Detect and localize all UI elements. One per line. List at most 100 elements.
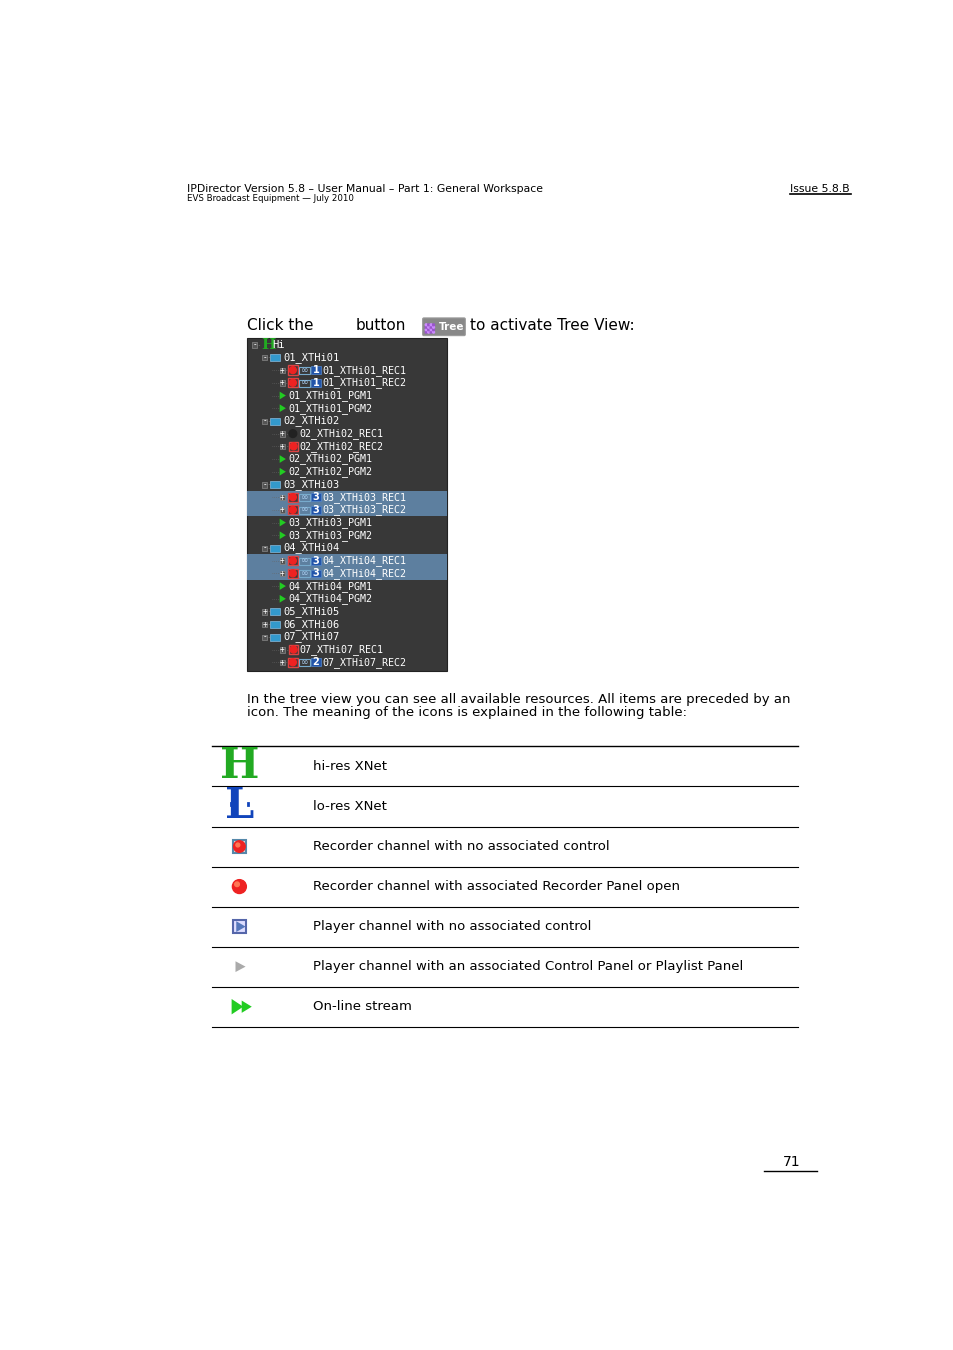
Circle shape [425,329,427,331]
Circle shape [235,842,239,846]
Text: button: button [355,317,406,332]
Bar [270,482,280,489]
Bar [233,840,246,853]
Text: 3: 3 [313,493,319,502]
Text: 03_XTHi03_REC1: 03_XTHi03_REC1 [322,491,406,502]
Circle shape [427,327,429,328]
Bar [311,556,320,564]
Bar [270,545,280,552]
Circle shape [425,331,427,333]
Bar [298,379,310,386]
Text: IPDirector Version 5.8 – User Manual – Part 1: General Workspace: IPDirector Version 5.8 – User Manual – P… [187,184,543,193]
Text: EVS Broadcast Equipment — July 2010: EVS Broadcast Equipment — July 2010 [187,194,354,204]
Bar [247,491,447,504]
Circle shape [427,331,429,333]
Text: H: H [219,745,259,787]
Bar [279,571,285,576]
Bar [298,570,310,578]
Circle shape [289,659,296,666]
Text: 03_XTHi03_PGM1: 03_XTHi03_PGM1 [288,517,372,528]
Circle shape [427,329,429,331]
Text: 1: 1 [313,364,319,375]
Circle shape [425,324,427,325]
Bar [270,418,280,425]
Text: Recorder channel with associated Recorder Panel open: Recorder channel with associated Recorde… [313,880,679,894]
Bar [270,633,280,641]
Bar [311,379,320,386]
Bar [247,338,447,671]
Bar [298,367,310,374]
Text: Recorder channel with no associated control: Recorder channel with no associated cont… [313,840,609,853]
Circle shape [289,494,296,501]
Text: Tree: Tree [438,321,463,332]
Text: +: + [262,620,267,629]
Text: 03_XTHi03_REC2: 03_XTHi03_REC2 [322,505,406,516]
Circle shape [233,880,246,894]
Bar [289,441,298,451]
Bar [261,482,267,487]
Text: ∞: ∞ [300,556,308,566]
Bar [288,505,297,514]
Text: Player channel with no associated control: Player channel with no associated contro… [313,921,591,933]
Text: 01_XTHi01_PGM1: 01_XTHi01_PGM1 [288,390,372,401]
Text: 02_XTHi02: 02_XTHi02 [283,416,339,427]
Bar [288,493,297,502]
Bar [288,366,297,375]
Text: icon. The meaning of the icons is explained in the following table:: icon. The meaning of the icons is explai… [247,706,686,718]
Text: Click the: Click the [247,317,314,332]
Text: 01_XTHi01: 01_XTHi01 [283,352,339,363]
Bar [270,354,280,362]
Circle shape [430,324,432,325]
Bar [311,570,320,578]
Circle shape [289,506,296,513]
Polygon shape [279,455,286,463]
Text: +: + [280,556,284,566]
Bar [279,495,285,501]
Bar [311,366,320,374]
Bar [311,659,320,666]
Text: ∞: ∞ [300,493,308,502]
Bar [261,634,267,640]
Text: hi-res XNet: hi-res XNet [313,760,387,774]
Circle shape [289,429,296,437]
Bar [279,444,285,450]
Circle shape [290,647,296,653]
Text: 1: 1 [313,378,319,387]
Text: -: - [262,481,267,489]
Text: -: - [252,340,256,350]
Text: +: + [262,608,267,616]
Text: 02_XTHi02_PGM2: 02_XTHi02_PGM2 [288,466,372,477]
Bar [247,504,447,516]
Circle shape [433,329,434,331]
Bar [279,559,285,564]
Bar [298,659,310,666]
Polygon shape [235,961,245,972]
Text: 02_XTHi02_REC2: 02_XTHi02_REC2 [299,441,383,452]
Text: 01_XTHi01_REC1: 01_XTHi01_REC1 [322,364,406,375]
Circle shape [427,324,429,325]
Circle shape [425,327,427,328]
Bar [311,493,320,501]
Bar [279,647,285,652]
Text: -: - [262,352,267,362]
Text: +: + [280,378,284,387]
Bar [288,556,297,566]
Text: 2: 2 [313,657,319,667]
Circle shape [289,570,296,576]
Bar [288,378,297,387]
Text: Issue 5.8.B: Issue 5.8.B [790,184,849,193]
Text: L: L [225,786,253,828]
Text: 01_XTHi01_PGM2: 01_XTHi01_PGM2 [288,402,372,413]
Text: 03_XTHi03: 03_XTHi03 [283,479,339,490]
Text: H: H [261,338,275,352]
Text: ∞: ∞ [300,505,308,514]
Circle shape [430,331,432,333]
Bar [252,343,257,348]
Polygon shape [232,999,243,1014]
Bar [298,506,310,514]
Text: +: + [280,505,284,514]
Circle shape [289,558,296,564]
Text: 07_XTHi07_REC2: 07_XTHi07_REC2 [322,657,406,668]
Bar [270,621,280,628]
Bar [261,418,267,424]
